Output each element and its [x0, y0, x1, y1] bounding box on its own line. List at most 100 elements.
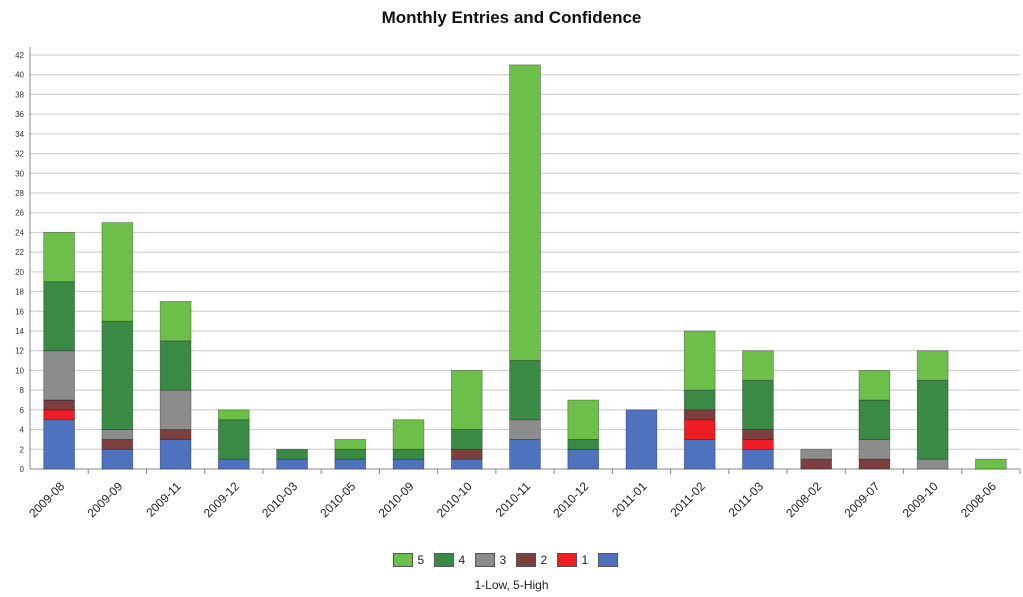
- bar-segment-2010-03-level-4: [276, 448, 308, 460]
- y-tick-label: 36: [15, 110, 24, 119]
- bar-segment-2010-10-level-5: [450, 370, 483, 430]
- bar-segment-2009-09-level-3: [101, 429, 134, 440]
- bar-segment-2010-12-level-4: [567, 439, 600, 450]
- legend-swatch: [392, 553, 413, 567]
- x-tick-label: 2010-05: [317, 479, 358, 520]
- bar-segment-2009-09-level-4: [101, 320, 134, 430]
- legend-item: 1: [556, 553, 590, 567]
- y-tick-label: 16: [15, 307, 24, 316]
- bar-segment-2011-02-level-5: [683, 330, 716, 391]
- x-tick-label: 2008-06: [958, 479, 999, 520]
- x-tick-label: 2010-11: [493, 479, 534, 520]
- y-tick-label: 12: [15, 347, 24, 356]
- y-tick-label: 32: [15, 150, 24, 159]
- y-tick-label: 4: [20, 426, 25, 435]
- y-tick-label: 34: [15, 130, 24, 139]
- bar-segment-2010-11-level-3: [509, 419, 541, 440]
- legend-label: 4: [458, 553, 466, 567]
- bar-segment-2009-10-level-3: [916, 458, 949, 470]
- x-tick-label: 2011-01: [609, 479, 650, 520]
- legend-swatch: [474, 553, 495, 567]
- x-tick-label: 2009-12: [201, 479, 242, 520]
- x-tick-label: 2009-07: [841, 479, 882, 520]
- bar-segment-2009-08-level-2: [43, 399, 75, 411]
- bar-segment-2009-08-level-3: [43, 350, 75, 401]
- legend-label: 2: [540, 553, 548, 567]
- y-tick-label: 26: [15, 209, 24, 218]
- legend-label: 5: [417, 553, 425, 567]
- x-tick-label: 2011-03: [726, 479, 767, 520]
- y-tick-label: 2: [20, 445, 25, 454]
- bar-segment-2008-02-level-2: [800, 458, 833, 470]
- legend-caption: 1-Low, 5-High: [474, 578, 549, 592]
- y-tick-label: 38: [15, 90, 24, 99]
- bar-segment-2010-09-level-4: [392, 448, 425, 460]
- y-tick-label: 6: [20, 406, 25, 415]
- y-tick-label: 28: [15, 189, 24, 198]
- y-tick-label: 18: [15, 288, 24, 297]
- legend-swatch: [515, 553, 536, 567]
- bar-segment-2010-11-level-4: [509, 360, 541, 421]
- bar-segment-2010-10-level-none: [450, 458, 483, 470]
- bar-segment-2009-09-level-2: [101, 439, 134, 450]
- bar-segment-2011-03-level-4: [742, 379, 774, 430]
- bar-segment-2009-12-level-none: [217, 458, 250, 470]
- bar-segment-2009-07-level-3: [858, 439, 891, 460]
- legend-label: 1: [581, 553, 589, 567]
- y-tick-label: 8: [20, 386, 25, 395]
- bar-segment-2009-11-level-4: [159, 340, 192, 391]
- bar-segment-2009-10-level-5: [916, 350, 949, 381]
- bar-segment-2010-11-level-none: [509, 439, 541, 470]
- bar-segment-2011-03-level-5: [742, 350, 774, 381]
- bar-segment-2010-05-level-4: [334, 448, 367, 460]
- y-tick-label: 40: [15, 71, 24, 80]
- y-tick-label: 22: [15, 248, 24, 257]
- y-tick-label: 24: [15, 228, 24, 237]
- bar-segment-2010-05-level-5: [334, 439, 367, 450]
- x-tick-labels: 2009-08 2009-09 2009-11 2009-12 2010-03 2010-…: [26, 479, 999, 520]
- y-tick-label: 10: [15, 366, 24, 375]
- bar-segment-2010-09-level-5: [392, 419, 425, 450]
- bar-segment-2011-02-level-4: [683, 389, 716, 411]
- legend-label: 3: [499, 553, 507, 567]
- y-tick-label: 42: [15, 51, 24, 60]
- legend-item: [597, 553, 631, 567]
- y-tick-label: 0: [20, 465, 25, 474]
- bar-segment-2010-11-level-5: [509, 64, 541, 361]
- legend-swatch: [597, 553, 618, 567]
- bar-segment-2011-02-level-1: [683, 419, 716, 440]
- legend-swatch: [433, 553, 454, 567]
- bar-segment-2010-12-level-5: [567, 399, 600, 440]
- bar-segment-2011-01-level-none: [625, 409, 658, 470]
- bar-segment-2010-10-level-2: [450, 448, 483, 460]
- y-tick-label: 14: [15, 327, 24, 336]
- legend-item: 4: [433, 553, 467, 567]
- x-tick-label: 2010-09: [376, 479, 417, 520]
- bar-segment-2011-03-level-2: [742, 429, 774, 440]
- x-tick-label: 2010-10: [434, 479, 475, 520]
- chart-title: Monthly Entries and Confidence: [381, 8, 642, 27]
- bar-segment-2009-09-level-5: [101, 222, 134, 322]
- x-tick-label: 2010-03: [259, 479, 300, 520]
- bar-segment-2010-03-level-none: [276, 458, 308, 470]
- bars: [43, 64, 1007, 470]
- bar-segment-2010-05-level-none: [334, 458, 367, 470]
- x-tick-label: 2009-09: [84, 479, 125, 520]
- legend-item: 5: [392, 553, 426, 567]
- bar-segment-2009-08-level-5: [43, 232, 75, 283]
- bar-segment-2009-10-level-4: [916, 379, 949, 460]
- bar-segment-2009-11-level-2: [159, 429, 192, 440]
- bar-segment-2009-08-level-4: [43, 281, 75, 352]
- x-tick-label: 2010-12: [550, 479, 591, 520]
- bar-segment-2009-11-level-none: [159, 439, 192, 470]
- bar-segment-2009-07-level-2: [858, 458, 891, 470]
- bar-segment-2009-07-level-4: [858, 399, 891, 440]
- bar-segment-2011-02-level-2: [683, 409, 716, 421]
- bar-segment-2010-12-level-none: [567, 448, 600, 470]
- x-tick-label: 2009-11: [143, 479, 184, 520]
- bar-segment-2011-03-level-none: [742, 448, 774, 470]
- y-tick-label: 20: [15, 268, 24, 277]
- bar-segment-2011-02-level-none: [683, 439, 716, 470]
